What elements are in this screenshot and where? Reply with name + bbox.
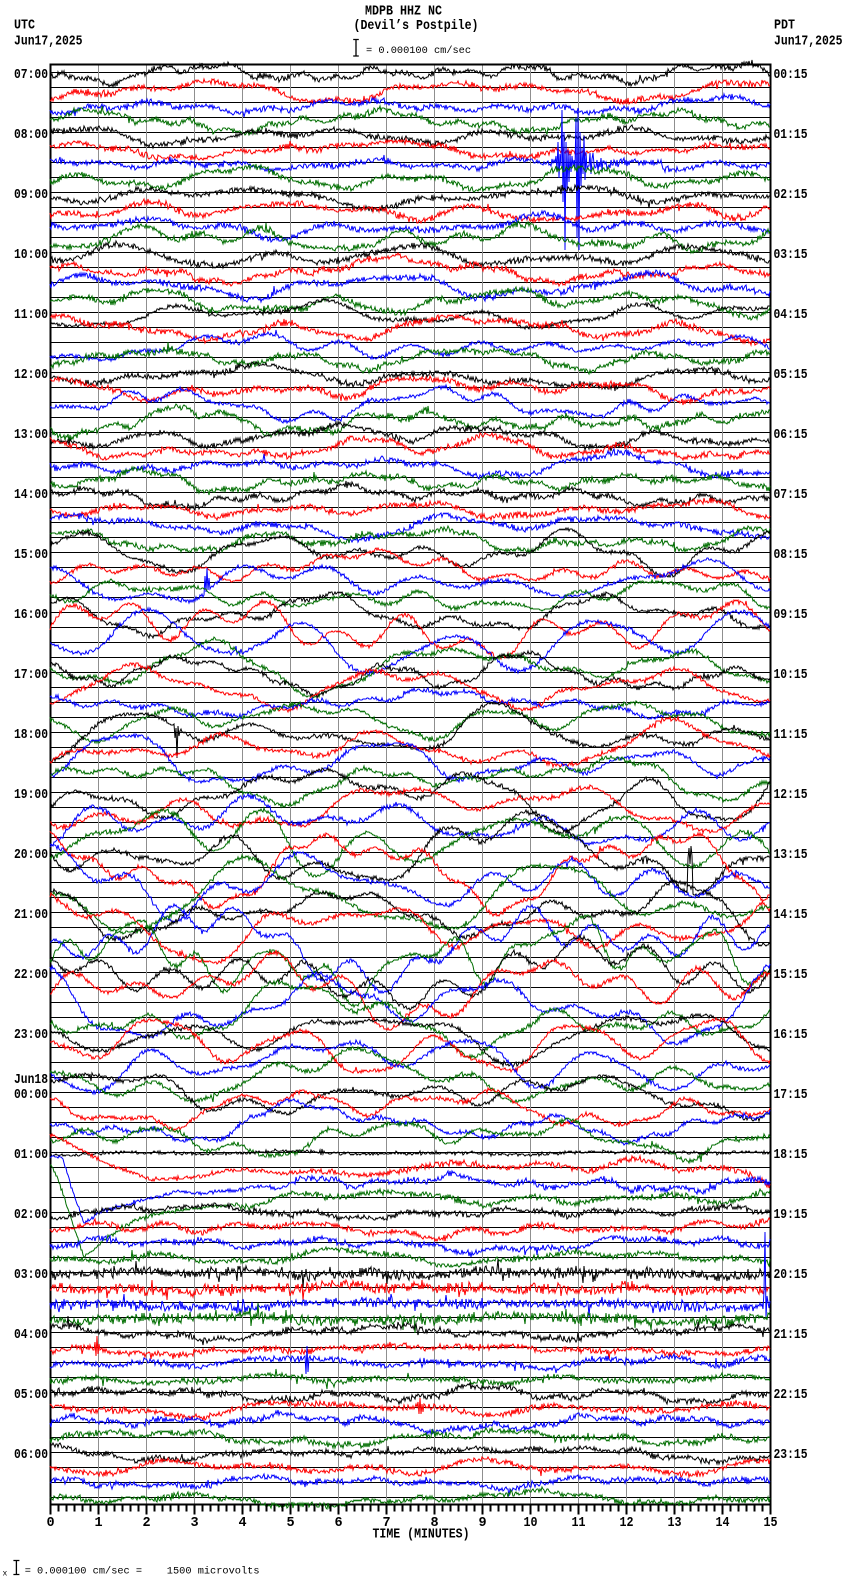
svg-text:11:00: 11:00 (14, 308, 48, 323)
svg-text:x: x (3, 1570, 8, 1579)
svg-text:15: 15 (764, 1516, 778, 1531)
svg-text:07:00: 07:00 (14, 68, 48, 83)
svg-text:08:00: 08:00 (14, 128, 48, 143)
svg-text:6: 6 (334, 1516, 342, 1531)
svg-text:= 0.000100 cm/sec = 1500 mi: = 0.000100 cm/sec = 1500 microvolts (25, 1566, 260, 1578)
svg-text:22:00: 22:00 (14, 968, 48, 983)
svg-text:00:15: 00:15 (774, 68, 808, 83)
svg-text:14:00: 14:00 (14, 488, 48, 503)
svg-text:15:00: 15:00 (14, 548, 48, 563)
svg-text:09:00: 09:00 (14, 188, 48, 203)
svg-text:17:15: 17:15 (774, 1088, 808, 1103)
svg-text:12:00: 12:00 (14, 368, 48, 383)
svg-text:22:15: 22:15 (774, 1388, 808, 1403)
svg-text:1: 1 (94, 1516, 102, 1531)
svg-text:01:15: 01:15 (774, 128, 808, 143)
svg-text:13:00: 13:00 (14, 428, 48, 443)
svg-text:03:00: 03:00 (14, 1268, 48, 1283)
svg-text:21:00: 21:00 (14, 908, 48, 923)
svg-text:14:15: 14:15 (774, 908, 808, 923)
svg-text:04:00: 04:00 (14, 1328, 48, 1343)
svg-text:02:00: 02:00 (14, 1208, 48, 1223)
svg-text:12: 12 (620, 1516, 634, 1531)
svg-text:11:15: 11:15 (774, 728, 808, 743)
svg-text:Jun17,2025: Jun17,2025 (14, 35, 83, 50)
svg-text:15:15: 15:15 (774, 968, 808, 983)
svg-text:05:00: 05:00 (14, 1388, 48, 1403)
svg-text:Jun17,2025: Jun17,2025 (774, 35, 843, 50)
svg-text:01:00: 01:00 (14, 1148, 48, 1163)
svg-text:16:15: 16:15 (774, 1028, 808, 1043)
svg-text:06:15: 06:15 (774, 428, 808, 443)
svg-text:18:15: 18:15 (774, 1148, 808, 1163)
svg-text:9: 9 (478, 1516, 486, 1531)
svg-text:00:00: 00:00 (14, 1088, 48, 1103)
svg-text:09:15: 09:15 (774, 608, 808, 623)
svg-text:16:00: 16:00 (14, 608, 48, 623)
svg-text:04:15: 04:15 (774, 308, 808, 323)
svg-text:19:00: 19:00 (14, 788, 48, 803)
svg-text:17:00: 17:00 (14, 668, 48, 683)
svg-text:= 0.000100 cm/sec: = 0.000100 cm/sec (366, 45, 471, 57)
svg-text:UTC: UTC (14, 19, 35, 34)
svg-text:4: 4 (238, 1516, 246, 1531)
svg-text:07:15: 07:15 (774, 488, 808, 503)
svg-text:MDPB HHZ NC: MDPB HHZ NC (365, 5, 442, 20)
svg-text:TIME (MINUTES): TIME (MINUTES) (373, 1528, 470, 1543)
svg-text:23:15: 23:15 (774, 1448, 808, 1463)
svg-text:2: 2 (142, 1516, 150, 1531)
svg-text:03:15: 03:15 (774, 248, 808, 263)
svg-text:8: 8 (430, 1516, 438, 1531)
svg-text:12:15: 12:15 (774, 788, 808, 803)
svg-text:20:15: 20:15 (774, 1268, 808, 1283)
svg-text:(Devil’s Postpile): (Devil’s Postpile) (354, 19, 479, 34)
svg-text:08:15: 08:15 (774, 548, 808, 563)
svg-text:19:15: 19:15 (774, 1208, 808, 1223)
svg-text:7: 7 (382, 1516, 390, 1531)
svg-text:0: 0 (46, 1516, 54, 1531)
svg-text:PDT: PDT (774, 19, 795, 34)
svg-text:05:15: 05:15 (774, 368, 808, 383)
svg-text:06:00: 06:00 (14, 1448, 48, 1463)
svg-text:21:15: 21:15 (774, 1328, 808, 1343)
svg-text:20:00: 20:00 (14, 848, 48, 863)
svg-text:10:15: 10:15 (774, 668, 808, 683)
svg-text:3: 3 (190, 1516, 198, 1531)
svg-text:02:15: 02:15 (774, 188, 808, 203)
svg-text:13:15: 13:15 (774, 848, 808, 863)
svg-text:11: 11 (572, 1516, 586, 1531)
svg-text:23:00: 23:00 (14, 1028, 48, 1043)
svg-text:13: 13 (668, 1516, 682, 1531)
svg-text:10: 10 (524, 1516, 538, 1531)
svg-text:Jun18: Jun18 (14, 1073, 48, 1088)
svg-text:18:00: 18:00 (14, 728, 48, 743)
svg-text:5: 5 (286, 1516, 294, 1531)
svg-text:10:00: 10:00 (14, 248, 48, 263)
svg-text:14: 14 (716, 1516, 730, 1531)
